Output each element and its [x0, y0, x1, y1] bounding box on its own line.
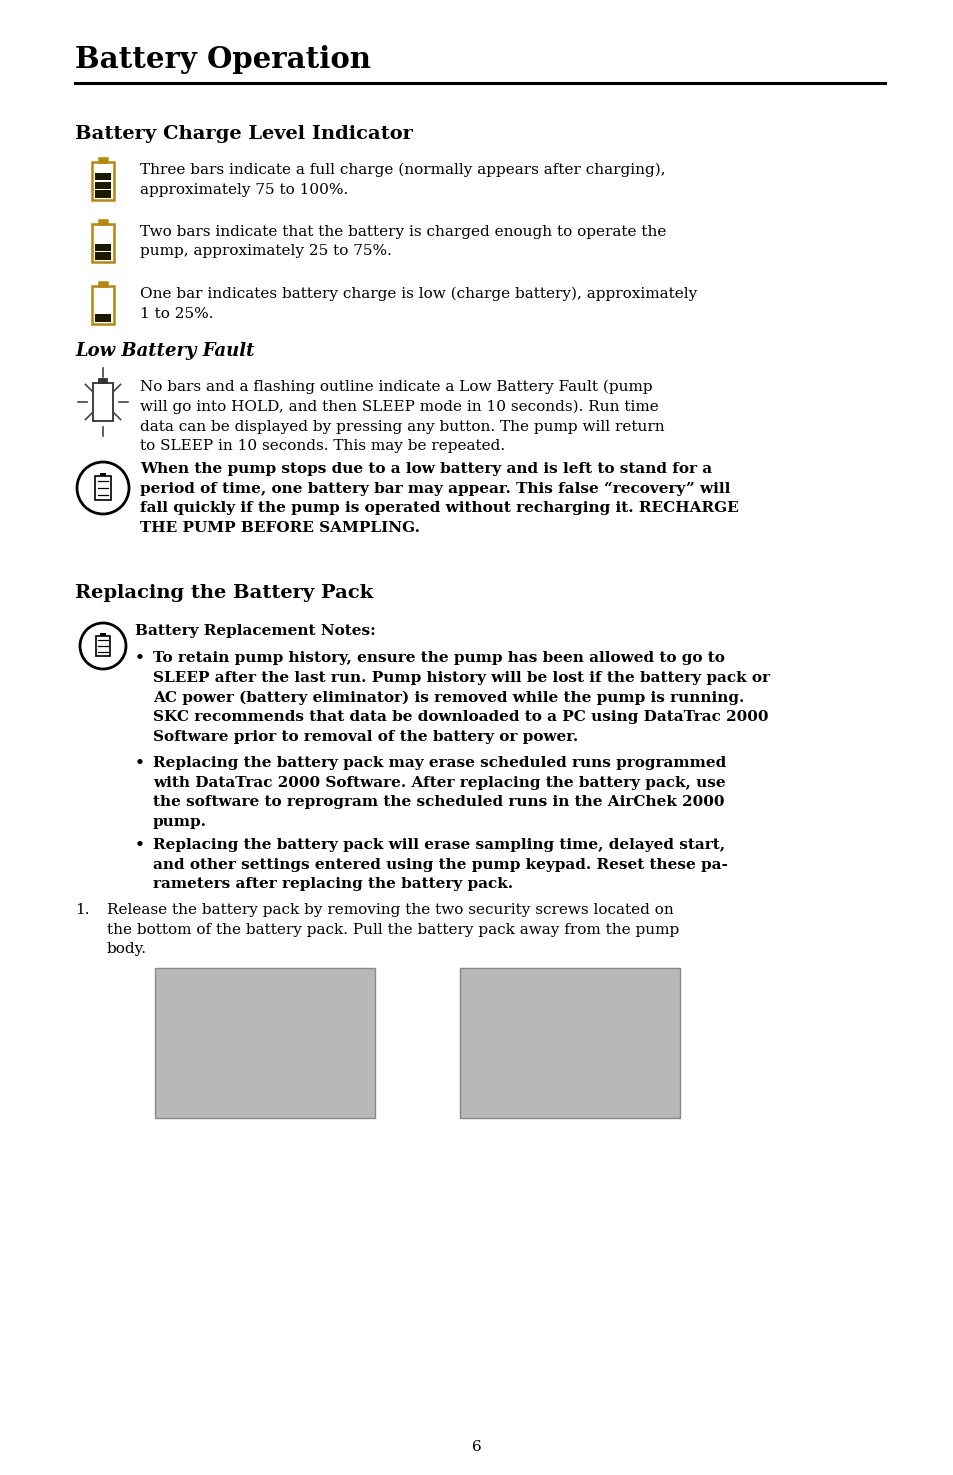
Text: No bars and a flashing outline indicate a Low Battery Fault (pump
will go into H: No bars and a flashing outline indicate …	[140, 381, 664, 453]
Bar	[92, 384, 112, 420]
Text: Replacing the battery pack will erase sampling time, delayed start,
and other se: Replacing the battery pack will erase sa…	[152, 838, 727, 891]
Bar	[99, 220, 107, 224]
Bar	[459, 968, 679, 1118]
Text: Replacing the Battery Pack: Replacing the Battery Pack	[75, 584, 373, 602]
Bar	[95, 181, 111, 189]
Bar	[91, 162, 113, 201]
Text: Battery Charge Level Indicator: Battery Charge Level Indicator	[75, 125, 413, 143]
Text: Three bars indicate a full charge (normally appears after charging),
approximate: Three bars indicate a full charge (norma…	[140, 164, 665, 196]
Text: Release the battery pack by removing the two security screws located on
the bott: Release the battery pack by removing the…	[107, 903, 679, 956]
Bar	[95, 173, 111, 180]
Text: Battery Replacement Notes:: Battery Replacement Notes:	[135, 624, 375, 639]
Bar	[95, 314, 111, 322]
Text: 1.: 1.	[75, 903, 90, 917]
Bar	[100, 473, 106, 476]
Bar	[99, 282, 107, 286]
Text: When the pump stops due to a low battery and is left to stand for a
period of ti: When the pump stops due to a low battery…	[140, 462, 738, 535]
Text: 6: 6	[472, 1440, 481, 1454]
Text: •: •	[135, 757, 145, 770]
Text: Two bars indicate that the battery is charged enough to operate the
pump, approx: Two bars indicate that the battery is ch…	[140, 226, 666, 258]
Text: Low Battery Fault: Low Battery Fault	[75, 342, 254, 360]
Bar	[95, 252, 111, 260]
Text: •: •	[135, 838, 145, 853]
Bar	[95, 243, 111, 251]
Bar	[91, 224, 113, 263]
Bar	[99, 379, 107, 384]
Text: To retain pump history, ensure the pump has been allowed to go to
SLEEP after th: To retain pump history, ensure the pump …	[152, 650, 769, 743]
Bar	[95, 190, 111, 198]
Bar	[100, 633, 106, 636]
Bar	[99, 158, 107, 162]
Text: •: •	[135, 650, 145, 665]
Text: Replacing the battery pack may erase scheduled runs programmed
with DataTrac 200: Replacing the battery pack may erase sch…	[152, 757, 725, 829]
Bar	[96, 636, 110, 656]
Bar	[95, 476, 111, 500]
Text: Battery Operation: Battery Operation	[75, 46, 371, 74]
Bar	[154, 968, 375, 1118]
Text: One bar indicates battery charge is low (charge battery), approximately
1 to 25%: One bar indicates battery charge is low …	[140, 288, 697, 322]
Bar	[91, 286, 113, 324]
